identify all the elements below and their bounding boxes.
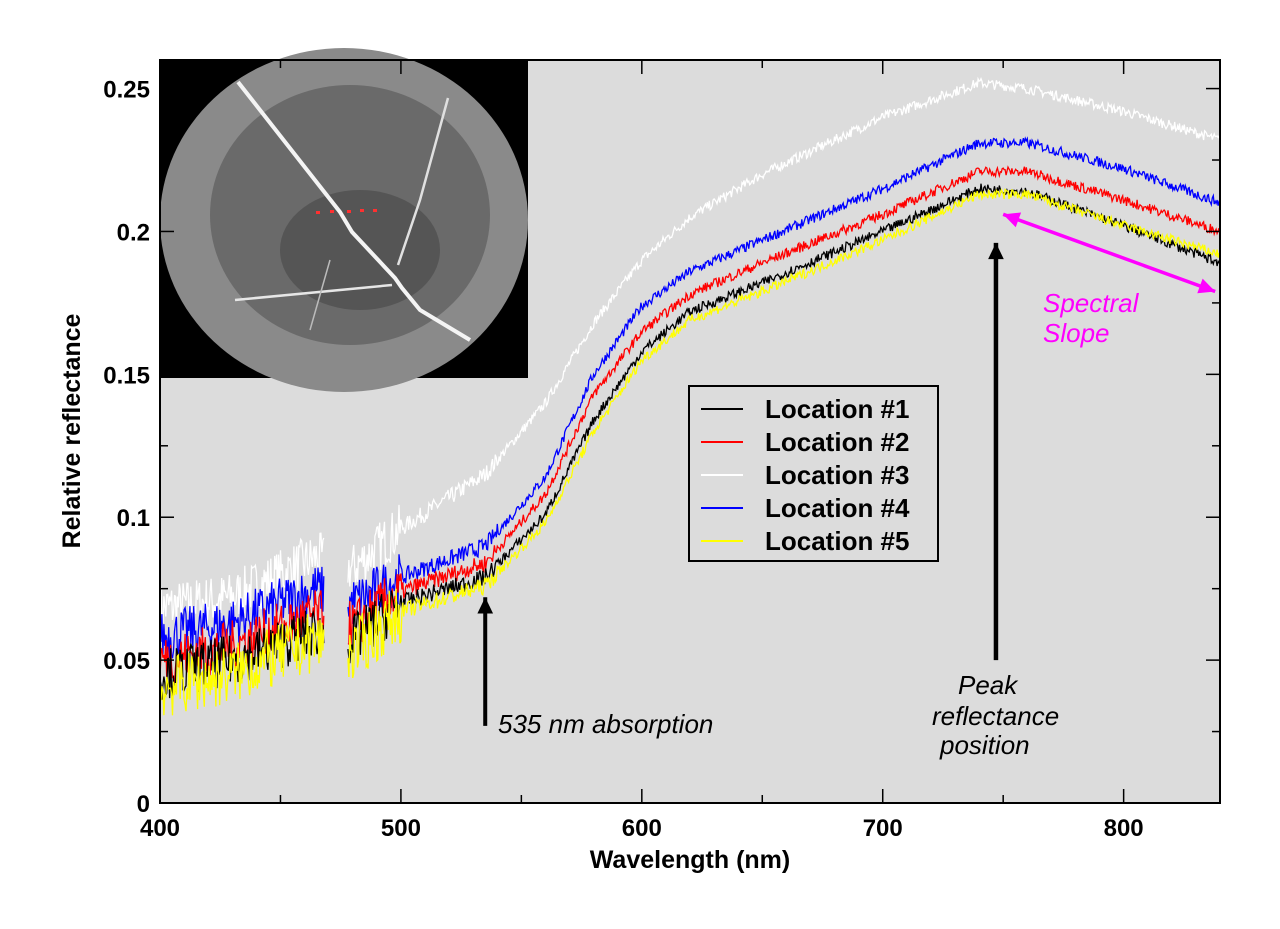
y-tick-label: 0.05 [103,648,150,675]
arrowhead-icon [1003,212,1022,228]
series-line-location-4 [347,136,1221,624]
series-line-location-3 [159,532,325,635]
plot-frame [159,59,1221,804]
annotation-peak: reflectance [932,701,1059,731]
legend-label: Location #5 [765,526,909,556]
x-tick-label: 800 [1104,815,1144,842]
arrowhead-icon [477,597,494,614]
annotation-spectral-slope: Spectral [1043,288,1140,318]
series-line-location-3 [347,76,1221,587]
x-tick-label: 400 [140,815,180,842]
y-tick-label: 0.2 [117,219,150,246]
annotations: 535 nm absorption Peakreflectanceposition… [477,212,1216,760]
series-line-location-1 [347,183,1221,664]
annotation-peak: Peak [958,670,1019,700]
y-tick-label: 0.1 [117,505,150,532]
legend-label: Location #4 [765,493,910,523]
annotation-spectral-slope: Slope [1043,318,1110,348]
x-tick-label: 700 [863,815,903,842]
arrowhead-icon [1197,278,1216,294]
annotation-peak: position [939,730,1030,760]
arrowhead-icon [988,242,1004,260]
legend-label: Location #3 [765,460,909,490]
y-tick-label: 0.15 [103,362,150,389]
annotation-arrow [1002,212,1216,294]
x-tick-label: 600 [622,815,662,842]
series-line-location-2 [347,165,1221,650]
series-layer [159,76,1221,716]
series-line-location-5 [159,614,325,716]
legend-label: Location #1 [765,394,909,424]
y-axis-label: Relative reflectance [58,313,86,548]
y-tick-label: 0 [137,791,150,818]
y-tick-label: 0.25 [103,77,150,104]
axis-ticks [159,60,1220,804]
inset-image [160,48,528,392]
series-line-location-5 [347,188,1221,679]
x-axis-label: Wavelength (nm) [590,846,790,874]
x-tick-label: 500 [381,815,421,842]
annotation-535nm: 535 nm absorption [498,709,713,739]
legend-label: Location #2 [765,427,909,457]
